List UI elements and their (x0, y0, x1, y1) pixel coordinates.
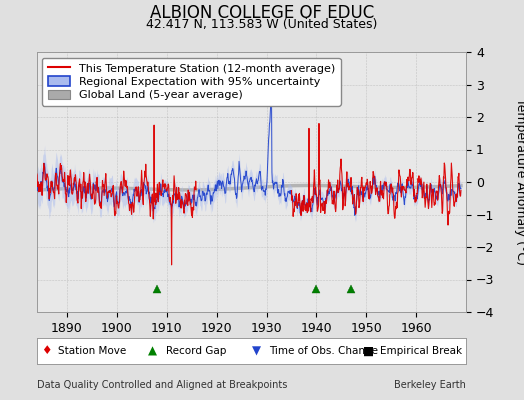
Text: Time of Obs. Change: Time of Obs. Change (269, 346, 378, 356)
Text: ■: ■ (363, 344, 374, 358)
Legend: This Temperature Station (12-month average), Regional Expectation with 95% uncer: This Temperature Station (12-month avera… (42, 58, 341, 106)
Text: ALBION COLLEGE OF EDUC: ALBION COLLEGE OF EDUC (150, 4, 374, 22)
Text: ♦: ♦ (41, 344, 51, 358)
Text: 42.417 N, 113.583 W (United States): 42.417 N, 113.583 W (United States) (146, 18, 378, 31)
Text: ▼: ▼ (252, 344, 260, 358)
Text: Empirical Break: Empirical Break (380, 346, 463, 356)
Text: Record Gap: Record Gap (166, 346, 226, 356)
Y-axis label: Temperature Anomaly (°C): Temperature Anomaly (°C) (514, 98, 524, 266)
Text: ▲: ▲ (148, 344, 157, 358)
Text: Station Move: Station Move (58, 346, 126, 356)
Text: Berkeley Earth: Berkeley Earth (395, 380, 466, 390)
Text: Data Quality Controlled and Aligned at Breakpoints: Data Quality Controlled and Aligned at B… (37, 380, 287, 390)
